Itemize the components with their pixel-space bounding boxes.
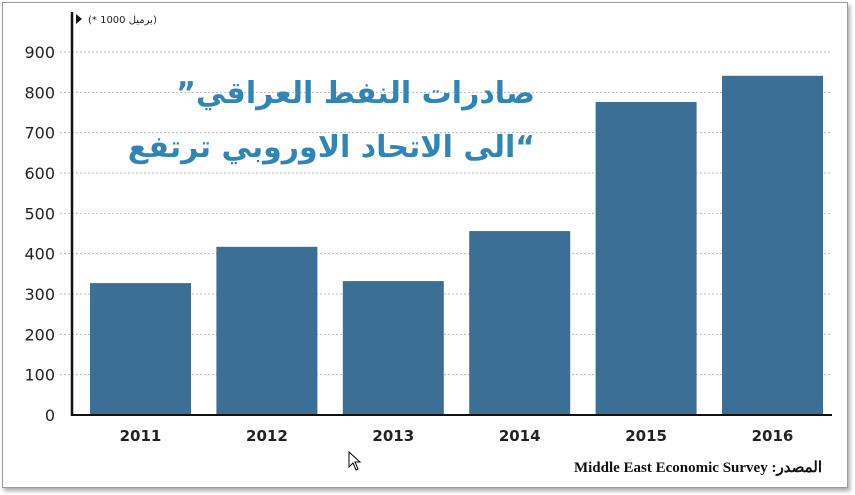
x-tick-label: 2012 xyxy=(246,427,288,445)
y-tick-label: 800 xyxy=(24,83,55,102)
bar-2016 xyxy=(722,75,823,416)
y-tick-label: 300 xyxy=(24,285,55,304)
bar-2015 xyxy=(595,102,697,415)
bar-2014 xyxy=(469,231,571,415)
y-tick-label: 500 xyxy=(24,204,55,223)
chart-title-line-2: الى الاتحاد الاوروبي ترتفع“ xyxy=(128,130,535,165)
mouse-cursor-icon xyxy=(348,450,362,471)
source-note: Middle East Economic Survey :المصدر xyxy=(574,460,822,476)
y-tick-label: 700 xyxy=(24,124,55,143)
y-tick-label: 100 xyxy=(24,366,55,385)
chart-title-line-1: ”صادرات النفط العراقي xyxy=(176,76,535,111)
y-tick-label: 900 xyxy=(24,43,55,62)
y-tick-label: 400 xyxy=(24,245,55,264)
axis-arrow-icon xyxy=(76,14,82,24)
bar-2013 xyxy=(342,281,444,415)
x-tick-label: 2013 xyxy=(372,427,414,445)
unit-label: (* 1000 برميل) xyxy=(88,15,157,26)
x-tick-label: 2011 xyxy=(120,427,162,445)
x-tick-label: 2015 xyxy=(625,427,667,445)
y-tick-label: 200 xyxy=(24,325,55,344)
y-tick-label: 0 xyxy=(45,406,55,425)
y-tick-label: 600 xyxy=(24,164,55,183)
bar-2012 xyxy=(216,246,318,415)
x-tick-label: 2016 xyxy=(752,427,794,445)
bar-2011 xyxy=(90,283,191,415)
x-tick-label: 2014 xyxy=(499,427,541,445)
